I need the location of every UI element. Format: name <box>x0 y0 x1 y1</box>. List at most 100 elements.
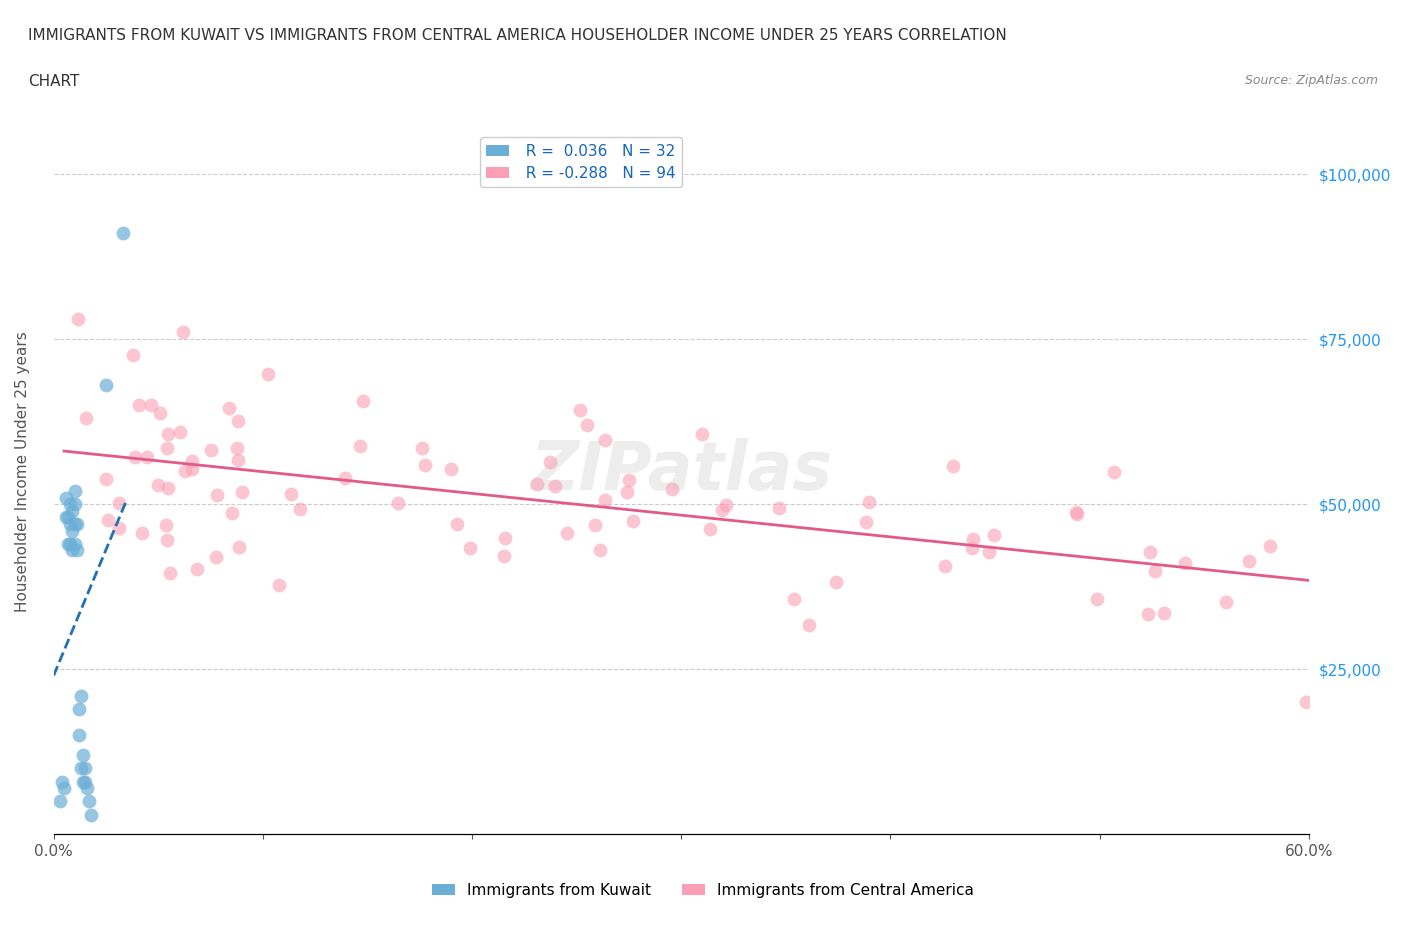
Point <box>186 562 208 577</box>
Text: Source: ZipAtlas.com: Source: ZipAtlas.com <box>1244 74 1378 87</box>
Point <box>228 452 250 467</box>
Point <box>595 433 617 448</box>
Point <box>699 522 721 537</box>
Point <box>494 531 516 546</box>
Point <box>1237 553 1260 568</box>
Point <box>69 761 91 776</box>
Legend:   R =  0.036   N = 32,   R = -0.288   N = 94: R = 0.036 N = 32, R = -0.288 N = 94 <box>479 138 682 187</box>
Point <box>149 405 172 420</box>
Point <box>49 794 72 809</box>
Point <box>80 807 103 822</box>
Point <box>1064 505 1087 520</box>
Point <box>1143 564 1166 578</box>
Point <box>77 794 100 809</box>
Point <box>349 438 371 453</box>
Point <box>58 510 80 525</box>
Point <box>257 366 280 381</box>
Point <box>75 411 97 426</box>
Point <box>858 494 880 509</box>
Point <box>934 558 956 573</box>
Point <box>661 482 683 497</box>
Point <box>62 524 84 538</box>
Point <box>962 532 984 547</box>
Point <box>221 505 243 520</box>
Point <box>588 543 610 558</box>
Text: ZIPatlas: ZIPatlas <box>530 438 832 504</box>
Point <box>63 517 86 532</box>
Point <box>200 442 222 457</box>
Point <box>228 539 250 554</box>
Point <box>53 781 76 796</box>
Point <box>131 525 153 540</box>
Point <box>72 748 94 763</box>
Point <box>280 486 302 501</box>
Point <box>538 455 561 470</box>
Point <box>797 618 820 632</box>
Point <box>135 449 157 464</box>
Point <box>692 427 714 442</box>
Point <box>205 550 228 565</box>
Y-axis label: Householder Income Under 25 years: Householder Income Under 25 years <box>15 331 30 612</box>
Point <box>65 543 87 558</box>
Legend: Immigrants from Kuwait, Immigrants from Central America: Immigrants from Kuwait, Immigrants from … <box>426 877 980 904</box>
Point <box>51 774 73 789</box>
Point <box>148 478 170 493</box>
Point <box>62 503 84 518</box>
Point <box>108 521 131 536</box>
Point <box>979 545 1001 560</box>
Point <box>619 472 641 487</box>
Point <box>768 500 790 515</box>
Point <box>55 490 77 505</box>
Point <box>155 518 177 533</box>
Point <box>583 518 606 533</box>
Point <box>526 477 548 492</box>
Point <box>1066 507 1088 522</box>
Point <box>593 493 616 508</box>
Point <box>173 464 195 479</box>
Point <box>157 427 180 442</box>
Point <box>124 449 146 464</box>
Point <box>159 565 181 580</box>
Point <box>714 498 737 512</box>
Point <box>231 485 253 499</box>
Point <box>181 454 204 469</box>
Point <box>96 472 118 486</box>
Point <box>172 325 194 339</box>
Point <box>156 441 179 456</box>
Point <box>67 312 90 326</box>
Point <box>65 517 87 532</box>
Point <box>960 540 983 555</box>
Point <box>73 761 96 776</box>
Point <box>63 497 86 512</box>
Point <box>288 502 311 517</box>
Point <box>62 543 84 558</box>
Point <box>69 688 91 703</box>
Point <box>181 461 204 476</box>
Point <box>58 537 80 551</box>
Point <box>411 441 433 456</box>
Point <box>1139 544 1161 559</box>
Text: IMMIGRANTS FROM KUWAIT VS IMMIGRANTS FROM CENTRAL AMERICA HOUSEHOLDER INCOME UND: IMMIGRANTS FROM KUWAIT VS IMMIGRANTS FRO… <box>28 28 1007 43</box>
Point <box>1215 594 1237 609</box>
Point <box>122 348 145 363</box>
Point <box>1258 538 1281 553</box>
Point <box>73 774 96 789</box>
Point <box>616 485 638 499</box>
Point <box>63 484 86 498</box>
Point <box>55 510 77 525</box>
Point <box>543 478 565 493</box>
Point <box>1174 556 1197 571</box>
Point <box>72 774 94 789</box>
Point <box>226 414 249 429</box>
Point <box>111 226 134 241</box>
Point <box>155 533 177 548</box>
Text: CHART: CHART <box>28 74 80 89</box>
Point <box>825 575 848 590</box>
Point <box>621 513 644 528</box>
Point <box>942 458 965 473</box>
Point <box>446 516 468 531</box>
Point <box>1153 605 1175 620</box>
Point <box>97 512 120 527</box>
Point <box>218 401 240 416</box>
Point <box>59 497 82 512</box>
